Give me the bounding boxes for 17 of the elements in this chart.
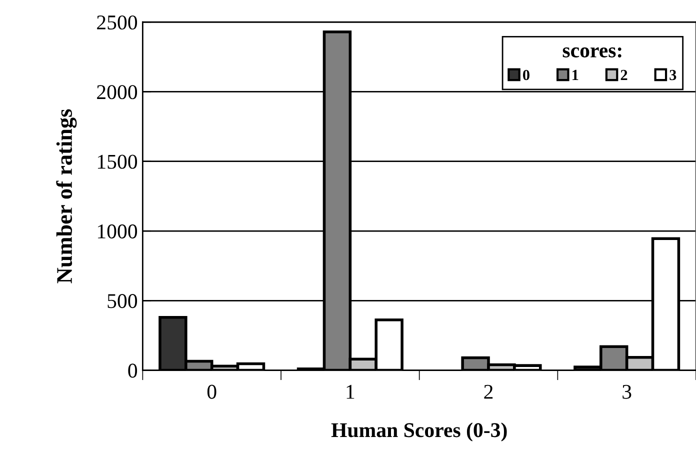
legend-label: 2	[620, 70, 628, 80]
legend-title: scores:	[562, 47, 622, 58]
x-tick-label: 2	[484, 384, 493, 399]
y-tick-label: 500	[108, 294, 138, 308]
legend-label: 1	[572, 70, 578, 80]
x-tick-label: 0	[207, 384, 216, 399]
legend-label: 3	[670, 70, 676, 80]
y-axis-title: Number of ratings	[56, 109, 77, 284]
x-axis-title: Human Scores (0-3)	[331, 422, 507, 442]
x-tick-label: 3	[622, 384, 632, 399]
y-tick-label: 2000	[97, 85, 138, 100]
y-tick-label: 2500	[97, 15, 138, 30]
y-tick-label: 1000	[98, 224, 138, 238]
y-tick-label: 0	[128, 364, 138, 378]
legend-label: 0	[522, 70, 530, 80]
x-tick-label: 1	[346, 384, 354, 399]
y-tick-label: 1500	[98, 154, 138, 169]
